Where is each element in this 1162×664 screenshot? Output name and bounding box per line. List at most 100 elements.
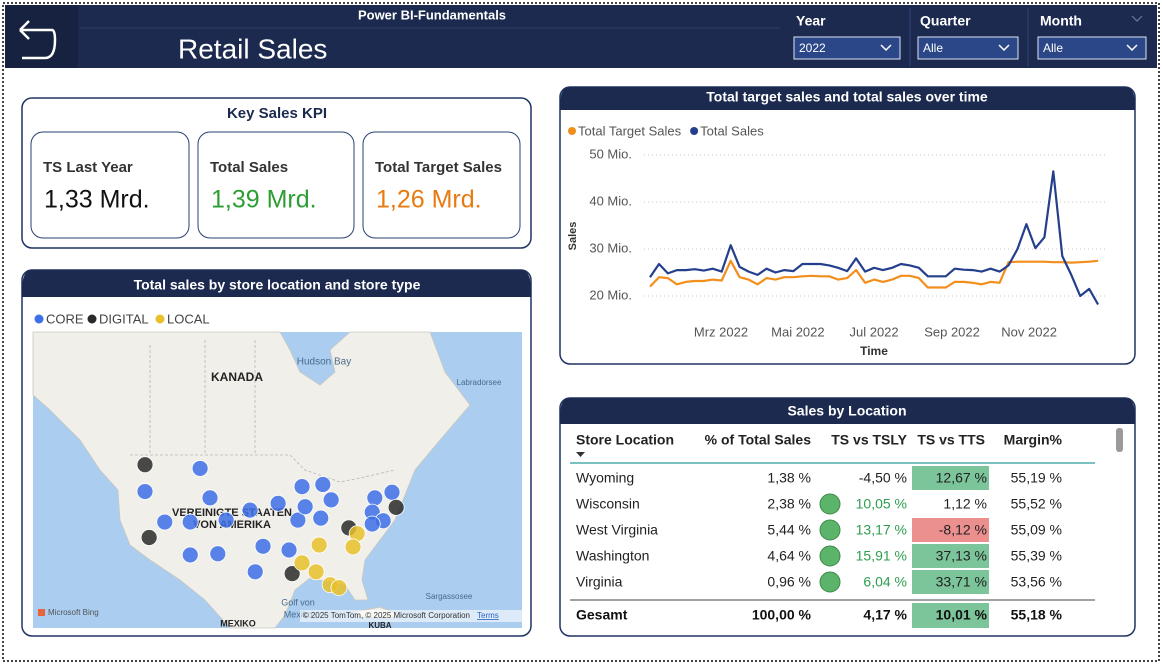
map-point[interactable] [344,538,362,556]
table-cell: 55,09 % [1011,522,1062,538]
header-subtitle: Power BI-Fundamentals [358,7,506,22]
map-point[interactable] [289,511,307,529]
table-title: Sales by Location [787,403,906,419]
table-cell: -4,50 % [859,470,907,486]
x-tick-label: Mrz 2022 [694,324,748,339]
table-cell: West Virginia [576,522,658,538]
y-tick-label: 40 Mio. [589,193,632,208]
slicer-box[interactable] [1037,36,1147,60]
map-label: KUBA [368,621,391,630]
slicer-chevron [998,44,1010,52]
map-point[interactable] [383,483,401,501]
table-cell: Virginia [576,574,623,590]
kpi-value: 1,33 Mrd. [44,186,150,214]
column-header[interactable]: Margin% [1004,432,1063,448]
table-cell: 6,04 % [863,574,907,590]
chart-title: Total target sales and total sales over … [706,89,988,105]
map-point[interactable] [296,498,314,516]
scrollbar[interactable] [1116,428,1123,452]
map-label: VEREINIGTE STAATEN [172,507,292,519]
slicer-label: Month [1040,13,1082,29]
map-label: MEXIKO [220,618,256,628]
map-point[interactable] [254,537,272,555]
map-label: Golf von [281,597,315,607]
table-header [560,398,1135,424]
map-point[interactable] [201,489,219,507]
slicer-chevron [1131,15,1143,22]
back-icon [19,20,57,60]
y-axis-title: Sales [567,222,579,251]
table-cell: 13,17 % [856,522,907,538]
slicer-value: Alle [923,41,943,55]
map-point[interactable] [363,515,381,533]
kpi-card [30,131,190,239]
slicer-box[interactable] [917,36,1019,60]
map-point[interactable] [136,483,154,500]
map-point[interactable] [387,498,405,516]
y-tick-label: 30 Mio. [589,240,632,255]
slicer-label: Quarter [920,13,971,29]
map-label: Mexiko [284,609,313,619]
x-tick-label: Mai 2022 [771,324,824,339]
map-point[interactable] [181,546,199,564]
map-point[interactable] [307,563,325,581]
slicer-chevron [880,44,892,52]
column-header[interactable]: TS vs TSLY [831,432,907,448]
kpi-value: 1,26 Mrd. [376,186,482,214]
slicer-label: Year [796,13,826,29]
slicer-box[interactable] [793,36,901,60]
map-point[interactable] [310,536,328,554]
map-point[interactable] [181,513,199,531]
table-cell: Wyoming [576,470,634,486]
map-point[interactable] [293,478,311,495]
column-header[interactable]: TS vs TTS [917,432,985,448]
column-header[interactable]: % of Total Sales [705,432,812,448]
sort-indicator[interactable] [576,452,585,457]
kpi-label: Total Sales [210,159,288,176]
map-point[interactable] [280,541,298,559]
legend-label: Total Sales [700,123,764,138]
status-icon [819,545,841,567]
map-point[interactable] [136,456,154,474]
map-borders [130,340,396,483]
map-point[interactable] [366,489,384,507]
map-attribution: © 2025 TomTom, © 2025 Microsoft Corporat… [303,611,470,620]
x-axis-title: Time [860,344,888,358]
table-cell: 55,52 % [1011,496,1062,512]
brand-icon [38,609,45,616]
table-cell: 55,39 % [1011,548,1062,564]
table-cell: 0,96 % [767,574,811,590]
cell-highlight [912,466,989,490]
map-terms[interactable]: Terms [477,611,499,620]
legend-swatch [155,314,165,324]
y-tick-label: 20 Mio. [589,287,632,302]
table-cell: 1,38 % [767,470,811,486]
y-tick-label: 50 Mio. [589,146,632,161]
column-header[interactable]: Store Location [576,432,674,448]
map-point[interactable] [269,494,287,512]
map-point[interactable] [322,491,340,509]
map-point[interactable] [312,509,330,527]
cell-highlight [912,570,989,594]
map-point[interactable] [330,579,348,596]
map-label: Hudson Bay [297,357,351,368]
map-point[interactable] [241,501,259,519]
total-cell: 4,17 % [863,607,907,623]
map-point[interactable] [140,529,158,546]
table-cell: 37,13 % [936,548,987,564]
slicer-value: Alle [1043,41,1063,55]
map-point[interactable] [283,565,301,582]
table-cell: 55,19 % [1011,470,1062,486]
map-point[interactable] [246,563,264,581]
map-point[interactable] [314,476,332,493]
map-point[interactable] [217,511,235,529]
map-point[interactable] [293,554,311,572]
table-cell: 4,64 % [767,548,811,564]
map-point[interactable] [209,545,227,563]
map-brand: Microsoft Bing [48,608,99,617]
map-point[interactable] [191,460,209,477]
map-point[interactable] [156,513,174,531]
map-label: KANADA [211,370,263,384]
